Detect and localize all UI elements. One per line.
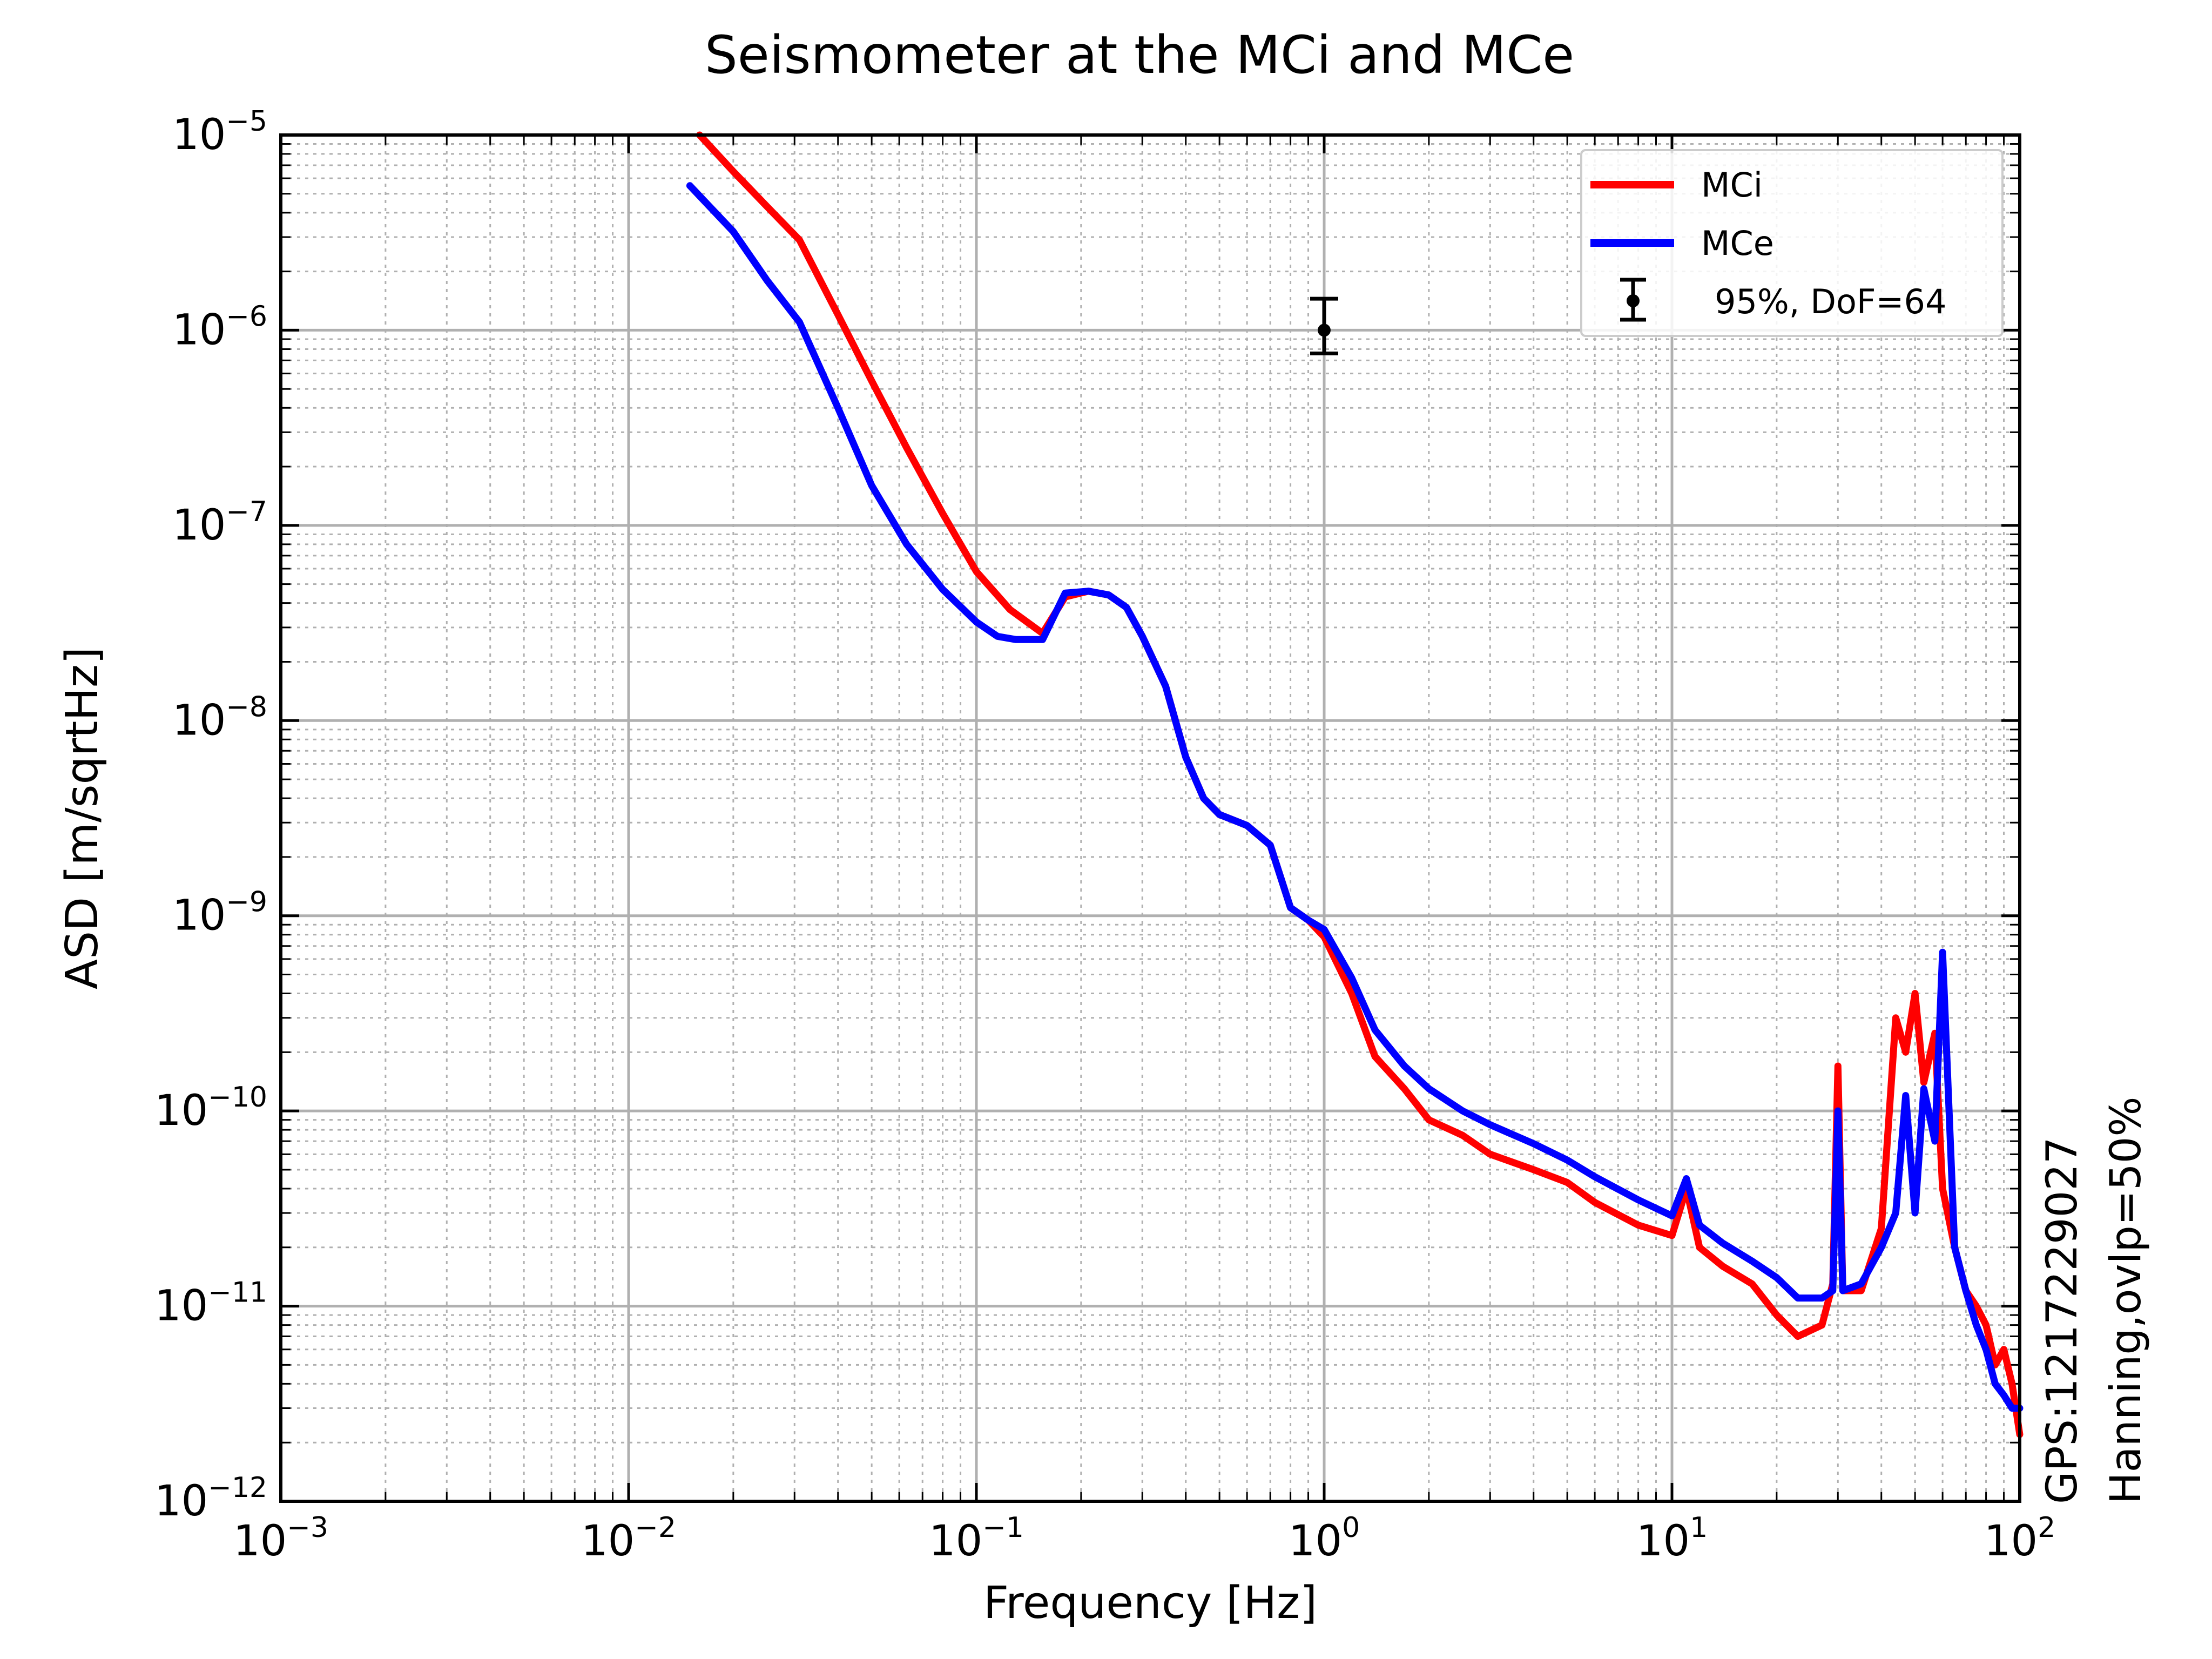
y-tick-label: 10−10 <box>154 1081 267 1135</box>
y-tick-label: 10−6 <box>172 300 267 354</box>
x-tick-labels: 10−3 10−2 10−1 100 101 102 <box>233 1512 2055 1566</box>
y-tick-label: 10−5 <box>172 105 267 159</box>
grid <box>279 133 2021 1503</box>
legend-label-errorbar: 95%, DoF=64 <box>1715 282 1946 321</box>
x-tick-label: 102 <box>1984 1512 2055 1566</box>
x-tick-label: 101 <box>1636 1512 1708 1566</box>
side-annotations: GPS:1217229027 Hanning,ovlp=50% <box>2038 1096 2150 1504</box>
y-tick-label: 10−12 <box>154 1472 267 1526</box>
x-tick-label: 10−3 <box>233 1512 328 1566</box>
y-tick-label: 10−11 <box>154 1277 267 1331</box>
y-tick-labels: 10−12 10−11 10−10 10−9 10−8 10−7 10−6 10−5 <box>154 105 267 1526</box>
x-tick-label: 10−1 <box>929 1512 1024 1566</box>
y-tick-label: 10−8 <box>172 691 267 745</box>
x-tick-label: 10−2 <box>581 1512 676 1566</box>
window-annotation: Hanning,ovlp=50% <box>2102 1096 2150 1504</box>
legend-label-mci: MCi <box>1701 165 1763 205</box>
series-lines <box>686 131 2024 1438</box>
plot-frame <box>279 133 2021 1503</box>
y-tick-label: 10−7 <box>172 496 267 550</box>
x-tick-label: 100 <box>1289 1512 1360 1566</box>
legend: MCi MCe 95%, DoF=64 <box>1580 149 2004 337</box>
chart-title: Seismometer at the MCi and MCe <box>705 25 1574 85</box>
series-line-mce <box>686 182 2024 1412</box>
confidence-errorbar <box>1310 296 1338 356</box>
x-axis-label: Frequency [Hz] <box>983 1577 1317 1629</box>
errorbar-point <box>1318 323 1331 337</box>
gps-annotation: GPS:1217229027 <box>2038 1137 2087 1504</box>
legend-errorbar-symbol <box>1620 278 1646 322</box>
legend-box <box>1580 149 2004 337</box>
legend-label-mce: MCe <box>1701 224 1774 263</box>
y-axis-label: ASD [m/sqrtHz] <box>57 647 108 989</box>
y-tick-label: 10−9 <box>172 886 267 940</box>
